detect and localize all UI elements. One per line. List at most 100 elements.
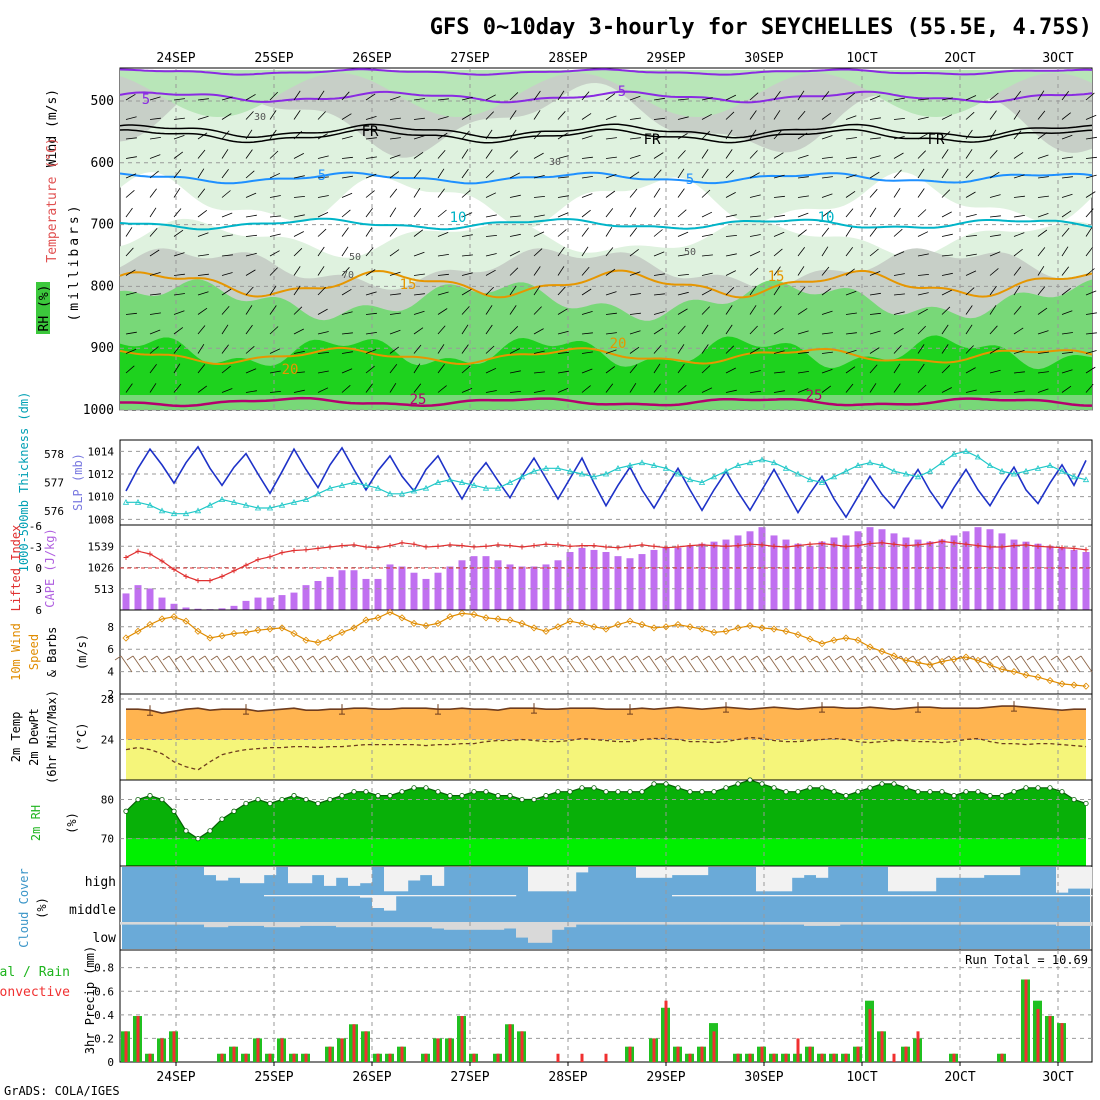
wind-barb <box>1085 208 1094 218</box>
cape-bar <box>290 592 298 610</box>
temp-tick-label: 24 <box>101 734 115 747</box>
wind-barb <box>245 129 253 140</box>
wind-barb <box>677 308 688 315</box>
rh-point <box>963 789 969 795</box>
wind-barb <box>221 130 230 140</box>
wind-barb <box>653 152 664 159</box>
wind-barb <box>389 227 398 237</box>
wind-barb <box>509 233 521 237</box>
wind-barb <box>461 96 473 101</box>
wind-barb <box>965 149 973 159</box>
wind-barb <box>917 325 926 335</box>
cape-bar <box>698 543 706 610</box>
wind-barb <box>1061 210 1072 218</box>
wind-barb <box>701 365 711 374</box>
thickness-point <box>590 473 598 480</box>
wind-barb <box>989 171 1000 179</box>
thickness-point <box>1082 476 1090 483</box>
wind-barb <box>221 234 233 237</box>
cloud-cell-high <box>672 867 685 876</box>
lifted-index-point <box>747 541 753 547</box>
label-temperature: Temperature (°C) <box>45 137 60 262</box>
wind-barb <box>1037 154 1049 159</box>
cloud-cell-middle <box>492 895 505 897</box>
cape-bar <box>554 560 562 610</box>
wind-speed-point <box>698 625 706 633</box>
wind-barb <box>941 387 952 393</box>
surface-wind-barb-flag <box>582 655 590 661</box>
wind-barb <box>221 168 229 179</box>
lifted-index-point <box>243 562 249 568</box>
wind-barb <box>1037 265 1045 276</box>
surface-wind-barb-flag <box>1014 655 1022 661</box>
wind-barb <box>629 382 637 393</box>
surface-wind-barb-flag <box>846 655 854 661</box>
wind-barb <box>173 208 182 218</box>
wind-barb <box>269 267 278 276</box>
wind-speed-point <box>134 627 142 635</box>
cape-bar <box>386 564 394 610</box>
cloud-cell-high <box>780 867 793 892</box>
rh-point <box>387 793 393 799</box>
surface-wind-barb <box>204 655 217 673</box>
wind-speed-point <box>674 620 682 629</box>
wind-barb <box>845 366 856 374</box>
wind-barb <box>125 383 133 393</box>
precip-convective-bar <box>400 1046 404 1062</box>
wind-barb <box>485 269 496 276</box>
wind-speed-point <box>554 623 562 631</box>
wind-barb <box>317 387 329 393</box>
wind-barb <box>989 390 1001 393</box>
surface-wind-barb-flag <box>306 655 314 661</box>
wind-barb <box>1085 136 1097 140</box>
wind-barb <box>989 285 997 296</box>
surface-wind-barb-flag <box>486 655 494 661</box>
wind-barb <box>149 272 161 276</box>
wind-barb <box>677 116 689 120</box>
cloud-cell-low <box>852 922 865 925</box>
wind-barb <box>173 252 185 257</box>
wind-barb <box>941 365 951 374</box>
surface-wind-barb-flag <box>618 655 626 661</box>
cloud-cell-high <box>576 867 589 873</box>
cloud-cell-middle <box>864 895 877 897</box>
lifted-index-point <box>543 541 549 547</box>
wind-barb <box>533 196 545 198</box>
thickness-point <box>998 467 1006 474</box>
rh-point <box>783 789 789 795</box>
wind-barb <box>149 363 157 374</box>
surface-wind-barb <box>156 655 169 673</box>
cloud-cell-low <box>180 922 193 925</box>
wind-barb <box>125 93 136 101</box>
cloud-cell-low <box>876 922 889 925</box>
wind-speed-line <box>125 611 1087 687</box>
wind-barb <box>845 115 857 120</box>
wind-barb <box>269 195 281 198</box>
contour-label: 30 <box>549 157 561 168</box>
surface-wind-barb <box>552 655 565 673</box>
wind-barb <box>485 214 497 218</box>
wind-barb <box>869 155 881 159</box>
surface-wind-barb <box>1068 655 1081 673</box>
wind-barb <box>725 214 737 218</box>
cape-bar <box>938 539 946 610</box>
wind-barb <box>485 94 496 101</box>
wind-barb <box>677 133 688 140</box>
cloud-cell-middle <box>384 895 397 911</box>
wind-barb <box>1013 215 1025 218</box>
wind-barb <box>533 350 545 354</box>
thickness-point <box>326 484 334 491</box>
label-cape: CAPE (J/kg) <box>43 528 57 607</box>
wind-barb <box>821 246 829 257</box>
wind-barb <box>293 285 301 296</box>
precip-convective-bar <box>304 1053 308 1062</box>
wind-barb <box>1085 92 1095 101</box>
wind-barb <box>461 289 472 296</box>
cloud-cell-high <box>948 867 961 878</box>
cape-bar <box>1022 541 1030 610</box>
surface-wind-barb-flag <box>606 655 614 661</box>
lifted-index-point <box>891 541 897 547</box>
wind-barb <box>989 305 997 315</box>
